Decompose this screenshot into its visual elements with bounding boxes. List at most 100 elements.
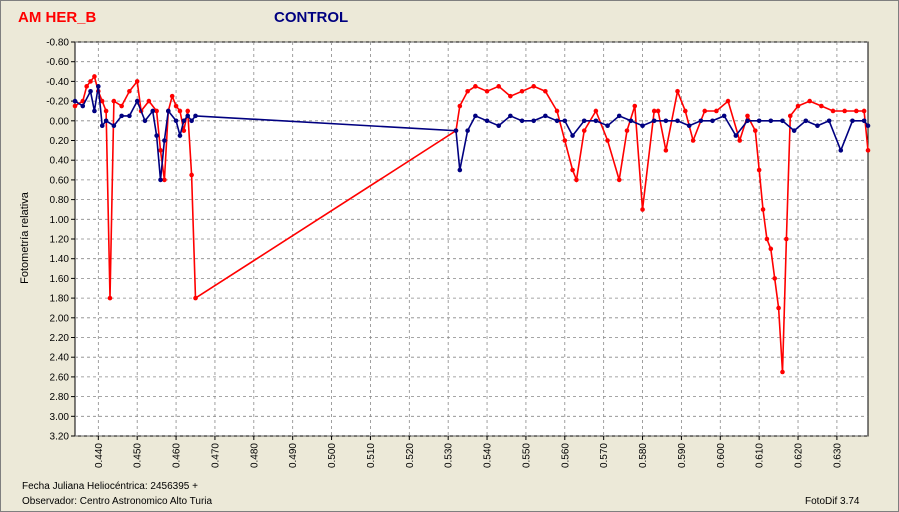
y-tick-label: -0.80 bbox=[46, 38, 69, 49]
y-tick-label: 0.80 bbox=[50, 195, 70, 206]
target-point bbox=[581, 128, 587, 133]
x-tick-label: 0.570 bbox=[599, 443, 610, 468]
control-point bbox=[531, 118, 536, 124]
control-point bbox=[173, 118, 179, 124]
control-point bbox=[640, 123, 645, 129]
control-point bbox=[185, 113, 191, 119]
target-point bbox=[531, 84, 536, 89]
target-point bbox=[865, 148, 871, 153]
control-point bbox=[826, 118, 832, 124]
target-point bbox=[574, 177, 579, 183]
y-tick-label: 3.00 bbox=[50, 412, 70, 423]
x-tick-label: 0.540 bbox=[483, 443, 494, 468]
target-point bbox=[92, 74, 97, 79]
target-point bbox=[795, 103, 801, 109]
control-point bbox=[162, 138, 167, 143]
control-point bbox=[791, 128, 797, 133]
y-tick-label: 1.60 bbox=[50, 274, 70, 285]
target-point bbox=[562, 138, 568, 143]
target-point bbox=[158, 148, 163, 153]
target-point bbox=[127, 88, 132, 94]
target-point bbox=[111, 98, 117, 104]
target-point bbox=[819, 103, 824, 109]
control-point bbox=[453, 128, 459, 133]
control-point bbox=[570, 133, 575, 138]
y-tick-label: 0.00 bbox=[50, 116, 70, 127]
target-point bbox=[88, 79, 93, 84]
y-tick-label: 1.40 bbox=[50, 254, 70, 265]
control-point bbox=[733, 133, 739, 138]
target-point bbox=[787, 113, 793, 119]
control-point bbox=[103, 118, 109, 124]
target-point bbox=[189, 172, 194, 178]
target-point bbox=[640, 207, 645, 212]
control-point bbox=[616, 113, 622, 119]
target-point bbox=[737, 138, 743, 143]
y-tick-label: 3.20 bbox=[50, 432, 70, 443]
target-point bbox=[842, 108, 847, 114]
control-point bbox=[127, 113, 132, 119]
control-point bbox=[768, 118, 774, 124]
target-point bbox=[663, 148, 669, 153]
y-tick-label: 2.20 bbox=[50, 333, 70, 344]
control-point bbox=[554, 118, 560, 124]
target-point bbox=[854, 108, 859, 114]
x-tick-label: 0.590 bbox=[677, 443, 688, 468]
target-point bbox=[181, 128, 187, 133]
target-point bbox=[752, 128, 758, 133]
control-point bbox=[663, 118, 669, 124]
footer-software: FotoDif 3.74 bbox=[805, 496, 860, 507]
target-point bbox=[173, 103, 179, 109]
x-tick-label: 0.500 bbox=[327, 443, 338, 468]
y-tick-label: 1.00 bbox=[50, 215, 70, 226]
control-point bbox=[815, 123, 820, 129]
target-point bbox=[682, 108, 688, 114]
control-point bbox=[838, 148, 844, 153]
x-tick-label: 0.450 bbox=[133, 443, 144, 468]
control-point bbox=[756, 118, 762, 124]
x-tick-label: 0.610 bbox=[755, 443, 766, 468]
control-point bbox=[119, 113, 124, 119]
control-point bbox=[651, 118, 657, 124]
x-tick-label: 0.580 bbox=[638, 443, 649, 468]
target-point bbox=[651, 108, 657, 114]
control-point bbox=[96, 84, 101, 89]
control-point bbox=[508, 113, 513, 119]
x-tick-label: 0.520 bbox=[405, 443, 416, 468]
target-point bbox=[702, 108, 708, 114]
x-tick-label: 0.550 bbox=[521, 443, 532, 468]
control-point bbox=[562, 118, 568, 124]
target-point bbox=[655, 108, 661, 114]
target-point bbox=[72, 103, 78, 109]
target-point bbox=[776, 305, 781, 311]
x-tick-label: 0.440 bbox=[94, 443, 105, 468]
y-tick-label: 1.20 bbox=[50, 235, 70, 246]
target-point bbox=[193, 295, 198, 301]
control-point bbox=[721, 113, 727, 119]
control-point bbox=[803, 118, 809, 124]
x-tick-label: 0.480 bbox=[249, 443, 260, 468]
target-point bbox=[484, 88, 490, 94]
footer-date: Fecha Juliana Heliocéntrica: 2456395 + bbox=[22, 481, 198, 492]
target-point bbox=[772, 276, 778, 281]
y-tick-label: -0.40 bbox=[46, 77, 69, 88]
control-point bbox=[605, 123, 610, 129]
control-point bbox=[484, 118, 490, 124]
control-point bbox=[496, 123, 502, 129]
y-tick-label: 2.60 bbox=[50, 372, 70, 383]
target-point bbox=[99, 98, 105, 104]
target-point bbox=[119, 103, 124, 109]
y-tick-label: 0.40 bbox=[50, 156, 70, 167]
control-point bbox=[134, 98, 140, 104]
control-point bbox=[465, 128, 470, 133]
y-tick-label: 2.80 bbox=[50, 392, 70, 403]
control-point bbox=[92, 108, 97, 114]
target-point bbox=[457, 103, 463, 109]
x-tick-label: 0.460 bbox=[172, 443, 183, 468]
x-tick-label: 0.510 bbox=[366, 443, 377, 468]
target-point bbox=[725, 98, 731, 104]
y-tick-label: 0.60 bbox=[50, 175, 70, 186]
control-point bbox=[154, 133, 159, 138]
control-point bbox=[193, 113, 198, 119]
